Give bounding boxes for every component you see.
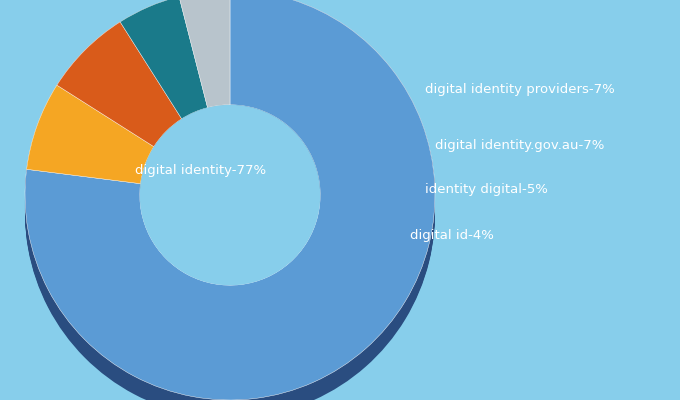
Wedge shape — [25, 1, 435, 400]
Wedge shape — [27, 103, 154, 202]
Wedge shape — [179, 1, 230, 118]
Wedge shape — [57, 36, 182, 161]
Wedge shape — [179, 0, 230, 109]
Wedge shape — [25, 0, 435, 400]
Circle shape — [140, 123, 320, 303]
Wedge shape — [57, 35, 182, 160]
Wedge shape — [25, 7, 435, 400]
Wedge shape — [25, 6, 435, 400]
Wedge shape — [57, 27, 182, 152]
Wedge shape — [179, 0, 230, 115]
Wedge shape — [57, 30, 182, 155]
Wedge shape — [25, 0, 435, 400]
Wedge shape — [120, 0, 207, 121]
Wedge shape — [120, 5, 207, 127]
Wedge shape — [25, 0, 435, 400]
Wedge shape — [179, 0, 230, 108]
Wedge shape — [120, 11, 207, 133]
Wedge shape — [27, 91, 154, 190]
Wedge shape — [57, 26, 182, 150]
Wedge shape — [25, 2, 435, 400]
Wedge shape — [27, 92, 154, 191]
Wedge shape — [27, 100, 154, 198]
Wedge shape — [25, 0, 435, 400]
Wedge shape — [120, 2, 207, 125]
Wedge shape — [57, 23, 182, 148]
Wedge shape — [27, 89, 154, 187]
Wedge shape — [27, 88, 154, 186]
Wedge shape — [120, 1, 207, 124]
Wedge shape — [57, 28, 182, 153]
Wedge shape — [179, 2, 230, 120]
Wedge shape — [57, 39, 182, 164]
Wedge shape — [27, 98, 154, 197]
Wedge shape — [120, 7, 207, 130]
Wedge shape — [25, 0, 435, 400]
Wedge shape — [57, 38, 182, 162]
Wedge shape — [179, 0, 230, 110]
Wedge shape — [25, 0, 435, 400]
Wedge shape — [179, 0, 230, 112]
Wedge shape — [57, 22, 182, 147]
Wedge shape — [25, 0, 435, 400]
Wedge shape — [57, 34, 182, 159]
Wedge shape — [27, 101, 154, 199]
Wedge shape — [179, 0, 230, 111]
Wedge shape — [27, 90, 154, 188]
Wedge shape — [57, 33, 182, 158]
Text: digital id-4%: digital id-4% — [410, 228, 494, 242]
Wedge shape — [27, 85, 154, 184]
Wedge shape — [25, 0, 435, 400]
Wedge shape — [179, 4, 230, 122]
Wedge shape — [179, 8, 230, 126]
Wedge shape — [179, 0, 230, 114]
Wedge shape — [120, 14, 207, 137]
Wedge shape — [25, 0, 435, 400]
Text: digital identity.gov.au-7%: digital identity.gov.au-7% — [435, 138, 605, 152]
Wedge shape — [179, 7, 230, 124]
Text: identity digital-5%: identity digital-5% — [425, 184, 548, 196]
Wedge shape — [25, 3, 435, 400]
Wedge shape — [27, 94, 154, 192]
Text: digital identity-77%: digital identity-77% — [135, 164, 266, 176]
Wedge shape — [120, 0, 207, 122]
Text: digital identity providers-7%: digital identity providers-7% — [425, 84, 615, 96]
Wedge shape — [179, 0, 230, 116]
Wedge shape — [120, 8, 207, 131]
Wedge shape — [120, 12, 207, 134]
Wedge shape — [120, 0, 207, 120]
Wedge shape — [25, 4, 435, 400]
Wedge shape — [120, 13, 207, 136]
Wedge shape — [27, 85, 154, 184]
Wedge shape — [57, 40, 182, 165]
Wedge shape — [120, 6, 207, 128]
Wedge shape — [179, 0, 230, 117]
Wedge shape — [27, 102, 154, 200]
Wedge shape — [120, 0, 207, 119]
Wedge shape — [120, 10, 207, 132]
Circle shape — [140, 105, 320, 285]
Wedge shape — [25, 0, 435, 400]
Wedge shape — [25, 8, 435, 400]
Wedge shape — [120, 0, 207, 119]
Wedge shape — [57, 22, 182, 147]
Wedge shape — [120, 4, 207, 126]
Wedge shape — [179, 0, 230, 108]
Wedge shape — [27, 97, 154, 196]
Wedge shape — [27, 95, 154, 193]
Wedge shape — [27, 86, 154, 185]
Wedge shape — [57, 29, 182, 154]
Wedge shape — [57, 32, 182, 156]
Wedge shape — [27, 96, 154, 194]
Wedge shape — [57, 24, 182, 149]
Wedge shape — [179, 6, 230, 123]
Wedge shape — [179, 3, 230, 121]
